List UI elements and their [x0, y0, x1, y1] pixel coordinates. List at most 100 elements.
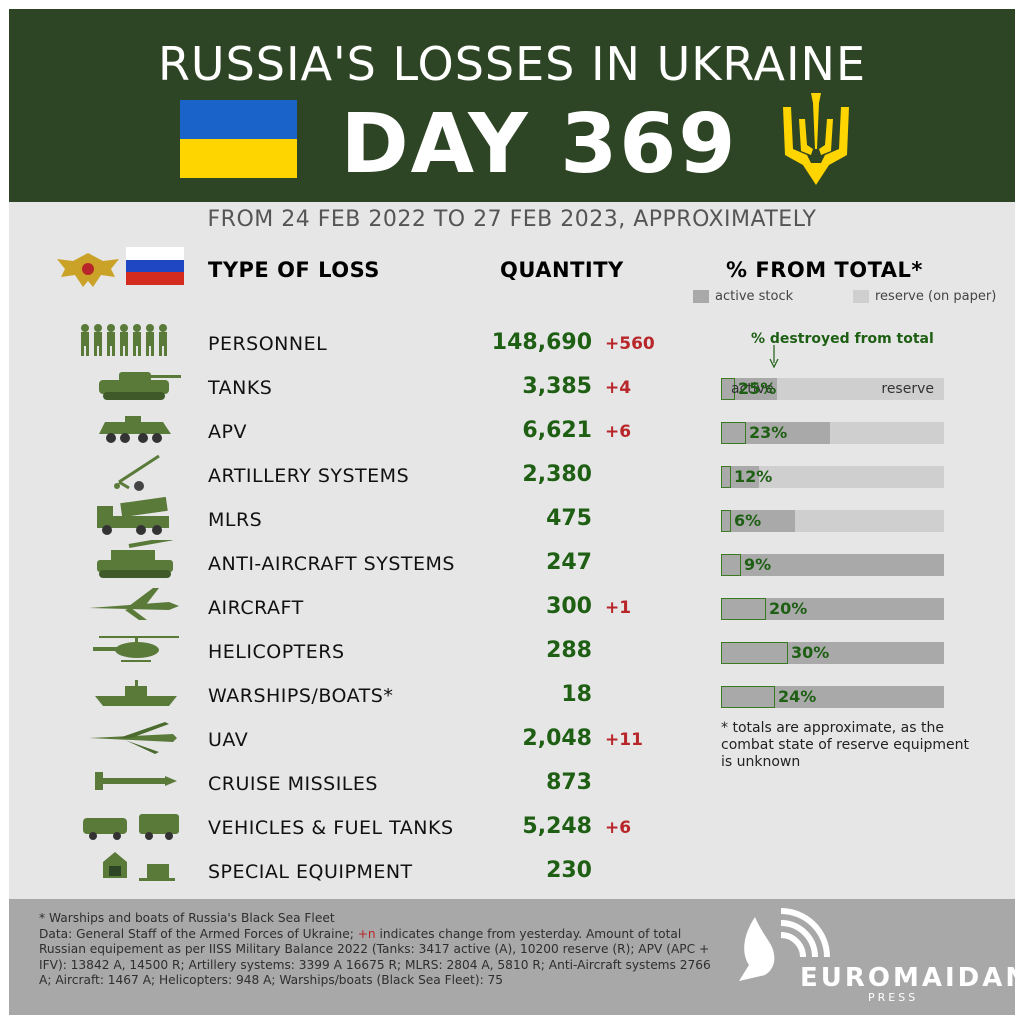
page-title: RUSSIA'S LOSSES IN UKRAINE — [157, 37, 867, 91]
bar-active — [721, 598, 944, 620]
row-quantity: 2,048 — [522, 726, 592, 751]
percent-column-header: % FROM TOTAL* — [726, 258, 923, 282]
row-label: AIRCRAFT — [208, 597, 304, 619]
row-quantity: 475 — [546, 506, 592, 531]
anti-aircraft-icon — [97, 540, 173, 578]
row-label: UAV — [208, 729, 249, 751]
percent-bar: 9% — [721, 554, 944, 576]
russia-flag-icon — [126, 247, 184, 285]
ukraine-flag-icon — [180, 100, 297, 178]
helicopter-icon — [93, 636, 179, 662]
row-quantity: 5,248 — [522, 814, 592, 839]
bar-active — [721, 510, 795, 532]
row-change: +6 — [605, 422, 632, 442]
row-quantity: 873 — [546, 770, 592, 795]
percent-bar: 23% — [721, 422, 944, 444]
cruise-missile-icon — [95, 772, 177, 790]
bar-active — [721, 378, 777, 400]
special-equipment-icon — [103, 852, 175, 881]
bar-reserve-text: reserve — [881, 381, 934, 397]
row-quantity: 288 — [546, 638, 592, 663]
row-label: VEHICLES & FUEL TANKS — [208, 817, 454, 839]
row-label: MLRS — [208, 509, 263, 531]
legend-active-label: active stock — [715, 289, 794, 304]
row-label: PERSONNEL — [208, 333, 328, 355]
brand-name: EUROMAIDAN — [800, 963, 1024, 993]
bar-destroyed — [721, 554, 741, 576]
mlrs-icon — [97, 496, 169, 535]
bar-destroyed — [721, 378, 735, 400]
brand-sub: PRESS — [868, 991, 919, 1004]
row-change: +6 — [605, 818, 632, 838]
legend-reserve-label: reserve (on paper) — [875, 289, 997, 304]
row-quantity: 230 — [546, 858, 592, 883]
footer: * Warships and boats of Russia's Black S… — [9, 899, 1015, 1015]
row-label: TANKS — [208, 377, 273, 399]
bar-destroyed — [721, 510, 731, 532]
euromaidan-logo-icon — [739, 908, 830, 981]
row-quantity: 3,385 — [522, 374, 592, 399]
totals-note: * totals are approximate, as the combat … — [721, 720, 970, 770]
soldiers-icon — [81, 324, 167, 356]
quantity-column-header: QUANTITY — [500, 258, 624, 282]
bar-destroyed — [721, 466, 731, 488]
bar-percent-label: 9% — [744, 555, 772, 574]
row-quantity: 6,621 — [522, 418, 592, 443]
infographic-frame: RUSSIA'S LOSSES IN UKRAINE DAY 369 FROM … — [9, 9, 1015, 1015]
bar-destroyed — [721, 422, 746, 444]
footer-line-data: Data: General Staff of the Armed Forces … — [39, 926, 711, 988]
tank-icon — [99, 372, 181, 400]
bar-active — [721, 686, 944, 708]
row-label: SPECIAL EQUIPMENT — [208, 861, 413, 883]
row-label: ANTI-AIRCRAFT SYSTEMS — [208, 553, 455, 575]
annotation-arrow — [769, 345, 779, 369]
percent-bar: 6% — [721, 510, 944, 532]
row-change: +1 — [605, 598, 632, 618]
row-label: ARTILLERY SYSTEMS — [208, 465, 410, 487]
aircraft-icon — [89, 588, 179, 620]
row-change: +11 — [605, 730, 643, 750]
bar-percent-label: 12% — [734, 467, 773, 486]
percent-bar: 30% — [721, 642, 944, 664]
bar-destroyed — [721, 598, 766, 620]
row-change: +4 — [605, 378, 632, 398]
percent-bar: 20% — [721, 598, 944, 620]
row-quantity: 18 — [561, 682, 592, 707]
row-change: +560 — [605, 334, 655, 354]
warship-icon — [95, 680, 177, 706]
bar-active-text: active — [731, 381, 774, 397]
row-label: HELICOPTERS — [208, 641, 345, 663]
bar-percent-label: 24% — [778, 687, 817, 706]
row-label: APV — [208, 421, 247, 443]
russian-emblem-icon — [57, 253, 119, 287]
row-quantity: 300 — [546, 594, 592, 619]
percent-bar: 24% — [721, 686, 944, 708]
row-quantity: 2,380 — [522, 462, 592, 487]
footer-notes: * Warships and boats of Russia's Black S… — [39, 911, 719, 989]
vehicles-icon — [83, 814, 179, 840]
percent-bar: 12% — [721, 466, 944, 488]
bar-percent-label: 20% — [769, 599, 808, 618]
row-label: WARSHIPS/BOATS* — [208, 685, 394, 707]
legend-active-swatch — [693, 290, 709, 303]
row-label: CRUISE MISSILES — [208, 773, 378, 795]
bar-destroyed — [721, 686, 775, 708]
bar-reserve — [721, 466, 944, 488]
trident-icon — [783, 93, 849, 185]
footer-line-warships: * Warships and boats of Russia's Black S… — [39, 911, 335, 925]
artillery-icon — [114, 454, 160, 491]
bar-percent-label: 6% — [734, 511, 762, 530]
bar-percent-label: 23% — [749, 423, 788, 442]
day-counter: DAY 369 — [340, 97, 738, 192]
period-subtitle: FROM 24 FEB 2022 TO 27 FEB 2023, APPROXI… — [207, 207, 817, 232]
bar-destroyed — [721, 642, 788, 664]
apv-icon — [99, 416, 171, 443]
destroyed-annotation: % destroyed from total — [751, 331, 934, 347]
legend-reserve-swatch — [853, 290, 869, 303]
type-column-header: TYPE OF LOSS — [208, 258, 380, 282]
header: RUSSIA'S LOSSES IN UKRAINE DAY 369 — [9, 9, 1015, 202]
row-quantity: 247 — [546, 550, 592, 575]
bar-percent-label: 25% — [738, 379, 777, 398]
uav-icon — [89, 722, 177, 754]
row-quantity: 148,690 — [491, 330, 592, 355]
